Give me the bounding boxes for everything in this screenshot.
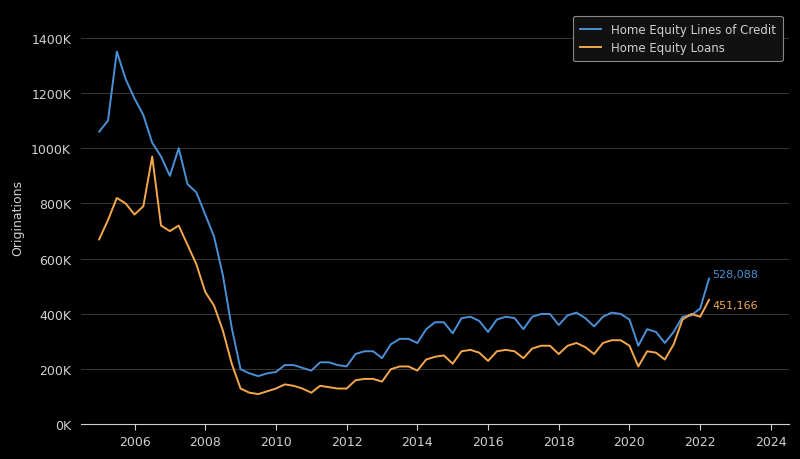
Home Equity Lines of Credit bbox=[634, 343, 643, 349]
Text: 528,088: 528,088 bbox=[713, 270, 758, 280]
Home Equity Lines of Credit bbox=[182, 182, 192, 187]
Home Equity Loans bbox=[245, 390, 254, 396]
Home Equity Loans bbox=[704, 297, 714, 303]
Legend: Home Equity Lines of Credit, Home Equity Loans: Home Equity Lines of Credit, Home Equity… bbox=[573, 17, 782, 62]
Home Equity Loans bbox=[147, 154, 157, 160]
Home Equity Loans bbox=[448, 361, 458, 367]
Y-axis label: Originations: Originations bbox=[11, 180, 24, 256]
Home Equity Lines of Credit bbox=[704, 276, 714, 282]
Home Equity Loans bbox=[634, 364, 643, 369]
Line: Home Equity Loans: Home Equity Loans bbox=[99, 157, 709, 394]
Text: 451,166: 451,166 bbox=[713, 301, 758, 311]
Home Equity Lines of Credit bbox=[368, 349, 378, 354]
Home Equity Loans bbox=[368, 376, 378, 382]
Home Equity Loans bbox=[298, 386, 307, 392]
Line: Home Equity Lines of Credit: Home Equity Lines of Credit bbox=[99, 52, 709, 376]
Home Equity Loans bbox=[94, 237, 104, 243]
Home Equity Lines of Credit bbox=[112, 50, 122, 55]
Home Equity Lines of Credit bbox=[94, 129, 104, 135]
Home Equity Loans bbox=[254, 392, 263, 397]
Home Equity Lines of Credit bbox=[254, 374, 263, 379]
Home Equity Lines of Credit bbox=[448, 331, 458, 336]
Home Equity Lines of Credit bbox=[298, 365, 307, 371]
Home Equity Loans bbox=[182, 243, 192, 248]
Home Equity Lines of Credit bbox=[245, 371, 254, 376]
